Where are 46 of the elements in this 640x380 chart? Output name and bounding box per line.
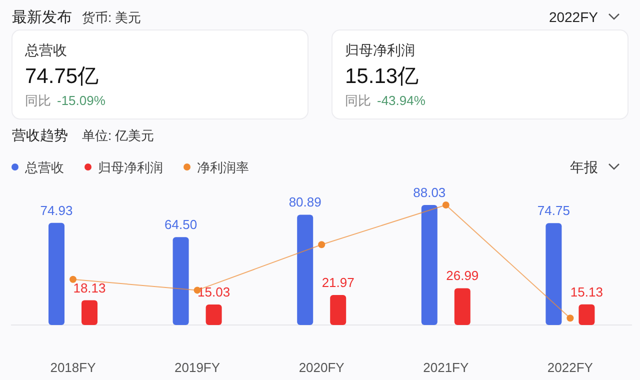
data-label: 26.99	[446, 268, 479, 284]
text: 年报	[570, 159, 598, 175]
data-label: 74.75	[537, 203, 570, 218]
x-tick-label: 2022FY	[547, 360, 594, 375]
bar	[578, 304, 595, 325]
bar	[82, 300, 98, 325]
text: 同比	[345, 93, 371, 108]
legend-label: 归母净利润	[98, 160, 163, 175]
bar	[172, 237, 189, 325]
data-label: 15.03	[198, 284, 230, 300]
text: -15.09%	[57, 93, 106, 108]
text: -43.94%	[377, 93, 426, 108]
bar	[421, 205, 438, 325]
legend-label: 净利润率	[197, 160, 249, 175]
text: 总营收	[24, 42, 67, 58]
point	[566, 314, 574, 322]
chart-title: 营收趋势	[12, 127, 68, 143]
x-tick-label: 2020FY	[298, 360, 345, 375]
point	[70, 276, 76, 283]
data-label: 88.03	[413, 185, 446, 200]
data-label: 21.97	[322, 275, 354, 290]
text: 2022FY	[548, 9, 599, 25]
bar	[206, 304, 222, 325]
data-label: 18.13	[73, 280, 106, 296]
text: 74.75亿	[25, 65, 99, 88]
text: 货币: 美元	[82, 10, 142, 25]
data-label: 15.13	[570, 284, 603, 300]
x-tick-label: 2018FY	[50, 360, 96, 375]
x-tick-label: 2021FY	[423, 360, 469, 375]
legend-label: 总营收	[24, 160, 64, 175]
bar	[48, 222, 64, 325]
bar	[454, 288, 470, 325]
data-label: 74.93	[40, 202, 73, 218]
data-label: 80.89	[288, 194, 322, 210]
bar	[330, 295, 346, 325]
text: 同比	[25, 93, 51, 108]
data-label: 64.50	[164, 217, 198, 232]
point	[442, 202, 450, 208]
bar	[546, 223, 562, 325]
text: 15.13亿	[345, 65, 419, 88]
point	[318, 241, 326, 248]
text: 归母净利润	[345, 42, 415, 58]
bar	[297, 214, 314, 325]
text: 最新发布	[12, 9, 72, 26]
chart-subtitle: 单位: 亿美元	[82, 128, 154, 143]
x-tick-label: 2019FY	[174, 360, 220, 375]
